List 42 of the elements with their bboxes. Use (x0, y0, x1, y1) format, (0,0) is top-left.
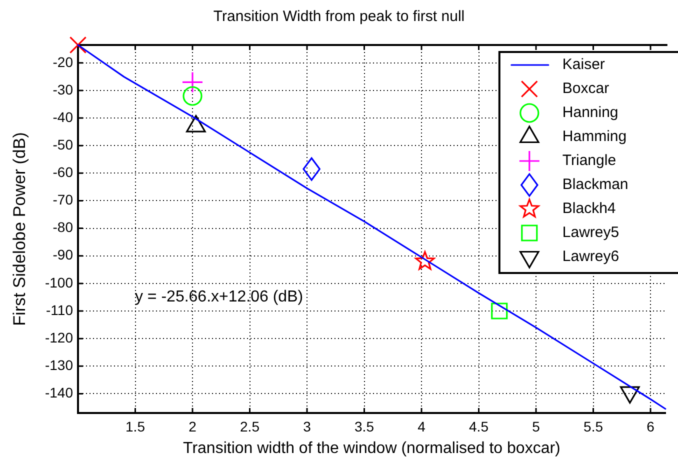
point (415, 251, 435, 270)
y-tick-label: -110 (46, 302, 74, 318)
y-tick-label: -50 (52, 136, 74, 152)
y-tick-label: -90 (52, 246, 74, 263)
y-tick-label: -130 (44, 357, 74, 373)
x-tick-label: 3.5 (354, 418, 374, 434)
chart-title: Transition Width from peak to first null (213, 8, 465, 26)
annotation: y = -25.66.x+12.06 (dB) (134, 288, 304, 306)
point (69, 36, 87, 54)
point (491, 302, 508, 320)
legend-label: Triangle (562, 152, 616, 170)
x-tick-label: 4 (418, 418, 426, 434)
legend-label: Blackman (562, 176, 628, 194)
x-tick-label: 5.5 (584, 418, 604, 434)
point (182, 71, 204, 94)
y-tick-label: -60 (52, 164, 74, 180)
legend-label: Boxcar (562, 80, 610, 98)
y-tick-label: -30 (52, 81, 74, 98)
y-tick-label: -100 (44, 274, 74, 290)
legend-label: Lawrey5 (562, 224, 620, 242)
legend-label: Hanning (562, 104, 618, 122)
x-tick-label: 2.5 (240, 418, 260, 434)
legend-label: Hamming (562, 128, 627, 146)
x-tick-label: 1.5 (126, 418, 146, 434)
legend-label: Kaiser (562, 56, 605, 74)
x-tick-label: 6 (646, 418, 655, 434)
point (182, 86, 202, 106)
x-axis-title: Transition width of the window (normalised to boxcar) (183, 440, 560, 457)
x-tick-label: 2 (188, 418, 197, 434)
y-tick-label: -80 (52, 219, 74, 236)
y-tick-label: -20 (52, 54, 74, 70)
x-tick-label: 3 (303, 418, 312, 434)
y-tick-label: -40 (52, 108, 74, 125)
y-tick-label: -140 (44, 384, 74, 401)
legend-label: Lawrey6 (562, 248, 620, 266)
legend-label: Blackh4 (562, 200, 616, 218)
y-axis-title: First Sidelobe Power (dB) (10, 132, 29, 326)
y-tick-label: -120 (44, 329, 74, 346)
point (302, 157, 320, 181)
x-tick-label: 4.5 (469, 418, 489, 434)
x-tick-label: 5 (532, 418, 540, 434)
y-tick-label: -70 (52, 192, 74, 208)
